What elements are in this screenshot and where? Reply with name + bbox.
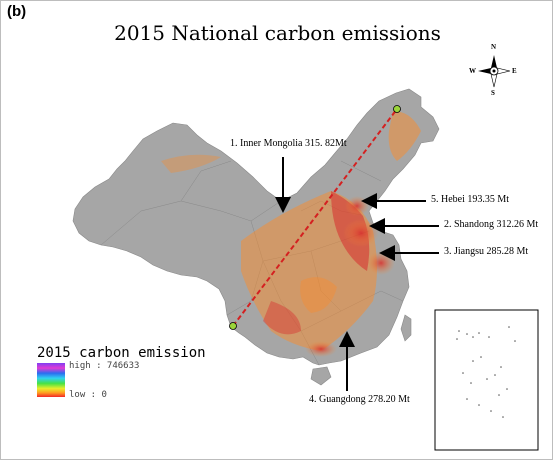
callout-arrows [275,157,439,391]
callout-hebei: 5. Hebei 193.35 Mt [431,194,510,205]
map-title: 2015 National carbon emissions [114,21,441,45]
emission-hotspots [161,111,421,357]
compass-north-label: N [491,43,497,51]
callout-shandong: 2. Shandong 312.26 Mt [444,219,539,230]
legend-title: 2015 carbon emission [37,345,206,361]
callout-guangdong: 4. Guangdong 278.20 Mt [309,394,410,405]
panel-label: (b) [7,3,27,20]
compass-south-label: S [491,89,495,97]
south-china-sea-inset [434,309,539,451]
callout-jiangsu: 3. Jiangsu 285.28 Mt [444,246,529,257]
mainland-china [72,88,440,366]
legend-color-bar [37,363,65,397]
province-boundaries [100,160,404,366]
divider-endpoint-south [229,322,237,330]
legend-high-label: high : 746633 [69,361,140,371]
divider-endpoint-north [393,105,401,113]
divider-line [232,108,398,327]
inset-islands [456,326,516,418]
compass-rose [478,55,511,88]
callout-inner-mongolia: 1. Inner Mongolia 315. 82Mt [230,138,347,149]
legend-low-label: low : 0 [69,390,107,400]
compass-west-label: W [469,67,476,75]
hainan-island [310,366,332,386]
taiwan-island [400,314,412,342]
compass-east-label: E [512,67,517,75]
